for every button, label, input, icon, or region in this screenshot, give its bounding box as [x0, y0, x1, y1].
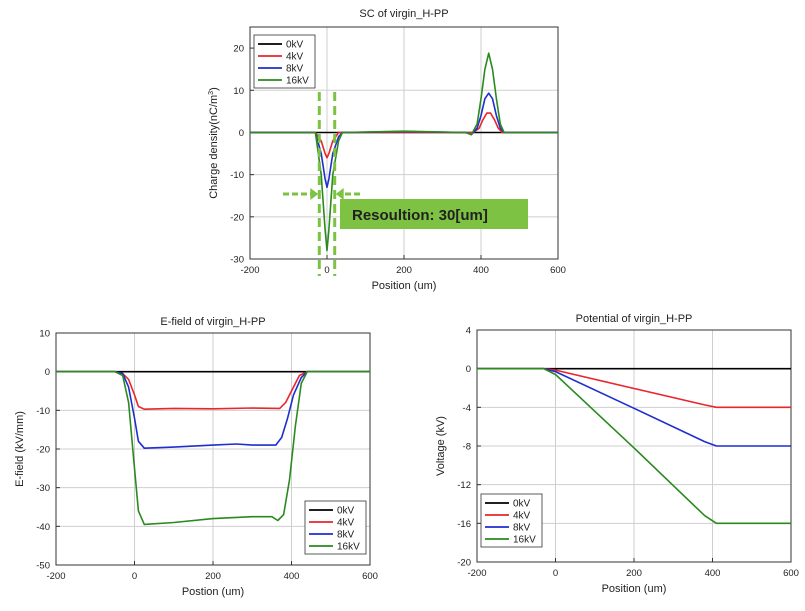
y-tick-label: 0	[466, 364, 471, 375]
y-tick-label: 10	[39, 329, 50, 340]
legend-label: 8kV	[286, 64, 304, 75]
resolution-arrowhead-right	[335, 188, 344, 200]
series-line-16kV	[250, 52, 558, 252]
series-group	[477, 367, 791, 525]
y-tick-label: -10	[36, 406, 50, 417]
y-axis-label-superscript: 3	[208, 91, 215, 95]
chart-title: Potential of virgin_H-PP	[576, 313, 693, 325]
y-tick-label: 4	[466, 326, 471, 337]
series-line-4kV	[56, 370, 370, 410]
series-line-8kV	[250, 92, 558, 189]
y-axis-label-end: )	[208, 87, 220, 91]
series-line-4kV	[477, 367, 791, 409]
legend-label: 0kV	[286, 40, 304, 51]
y-axis-label: E-field (kV/mm)	[14, 411, 26, 487]
legend-label: 8kV	[513, 523, 531, 534]
y-tick-label: -20	[230, 212, 244, 223]
chart-title: E-field of virgin_H-PP	[160, 316, 265, 328]
x-tick-label: 0	[324, 265, 329, 276]
y-tick-label: -8	[463, 442, 471, 453]
resolution-label-box	[340, 199, 528, 229]
legend-label: 4kV	[513, 511, 531, 522]
y-tick-label: 0	[239, 128, 244, 139]
x-axis-label: Position (um)	[372, 280, 437, 292]
x-tick-label: -200	[240, 265, 259, 276]
x-tick-label: 600	[550, 265, 566, 276]
y-tick-label: -40	[36, 522, 50, 533]
y-tick-label: -20	[36, 445, 50, 456]
series-line-8kV	[56, 370, 370, 449]
legend-label: 0kV	[337, 506, 355, 517]
x-tick-label: 400	[473, 265, 489, 276]
resolution-annotation: Resoultion: 30[um]	[283, 92, 528, 276]
x-tick-label: 0	[132, 571, 137, 582]
y-axis-label: Charge density(nC/m3)	[208, 87, 220, 199]
y-tick-label: -50	[36, 561, 50, 572]
y-tick-label: 0	[45, 367, 50, 378]
x-axis-label: Position (um)	[602, 583, 667, 595]
legend-label: 4kV	[286, 52, 304, 63]
chart-efield: -200 0 200 400 600 -50 -40 -30 -20 -10 0 10 E-field …	[14, 316, 378, 598]
chart-sc: -200 0 200 400 600 -30 -20 -10 0 10 20 SC of virgin…	[208, 8, 566, 292]
legend-label: 8kV	[337, 530, 355, 541]
y-axis-label-main: Charge density(nC/m	[208, 95, 220, 199]
legend-label: 0kV	[513, 499, 531, 510]
series-line-16kV	[56, 370, 370, 526]
y-tick-label: -20	[457, 558, 471, 569]
series-line-4kV	[250, 112, 558, 159]
series-line-16kV	[477, 367, 791, 525]
x-tick-label: 0	[553, 568, 558, 579]
x-axis-label: Postion (um)	[182, 586, 244, 598]
y-tick-label: 10	[233, 86, 244, 97]
y-tick-label: -30	[230, 255, 244, 266]
y-tick-label: -4	[463, 403, 471, 414]
y-tick-label: -16	[457, 519, 471, 530]
y-tick-label: -12	[457, 480, 471, 491]
y-tick-label: 20	[233, 44, 244, 55]
x-tick-label: 200	[626, 568, 642, 579]
series-group	[250, 52, 558, 252]
resolution-label: Resoultion: 30[um]	[352, 207, 488, 224]
legend-label: 4kV	[337, 518, 355, 529]
x-tick-label: -200	[467, 568, 486, 579]
x-tick-label: 600	[783, 568, 799, 579]
legend-label: 16kV	[286, 76, 309, 87]
legend-label: 16kV	[513, 535, 536, 546]
y-tick-label: -10	[230, 170, 244, 181]
y-axis-label: Voltage (kV)	[435, 416, 447, 476]
y-tick-label: -30	[36, 483, 50, 494]
series-group	[56, 370, 370, 526]
resolution-arrowhead-left	[310, 188, 319, 200]
x-tick-label: 200	[205, 571, 221, 582]
chart-title: SC of virgin_H-PP	[359, 8, 448, 20]
x-tick-label: -200	[46, 571, 65, 582]
legend-label: 16kV	[337, 542, 360, 553]
x-tick-label: 600	[362, 571, 378, 582]
x-tick-label: 200	[396, 265, 412, 276]
chart-potential: -200 0 200 400 600 -20 -16 -12 -8 -4 0 4 Potential o…	[435, 313, 799, 595]
x-tick-label: 400	[284, 571, 300, 582]
x-tick-label: 400	[705, 568, 721, 579]
